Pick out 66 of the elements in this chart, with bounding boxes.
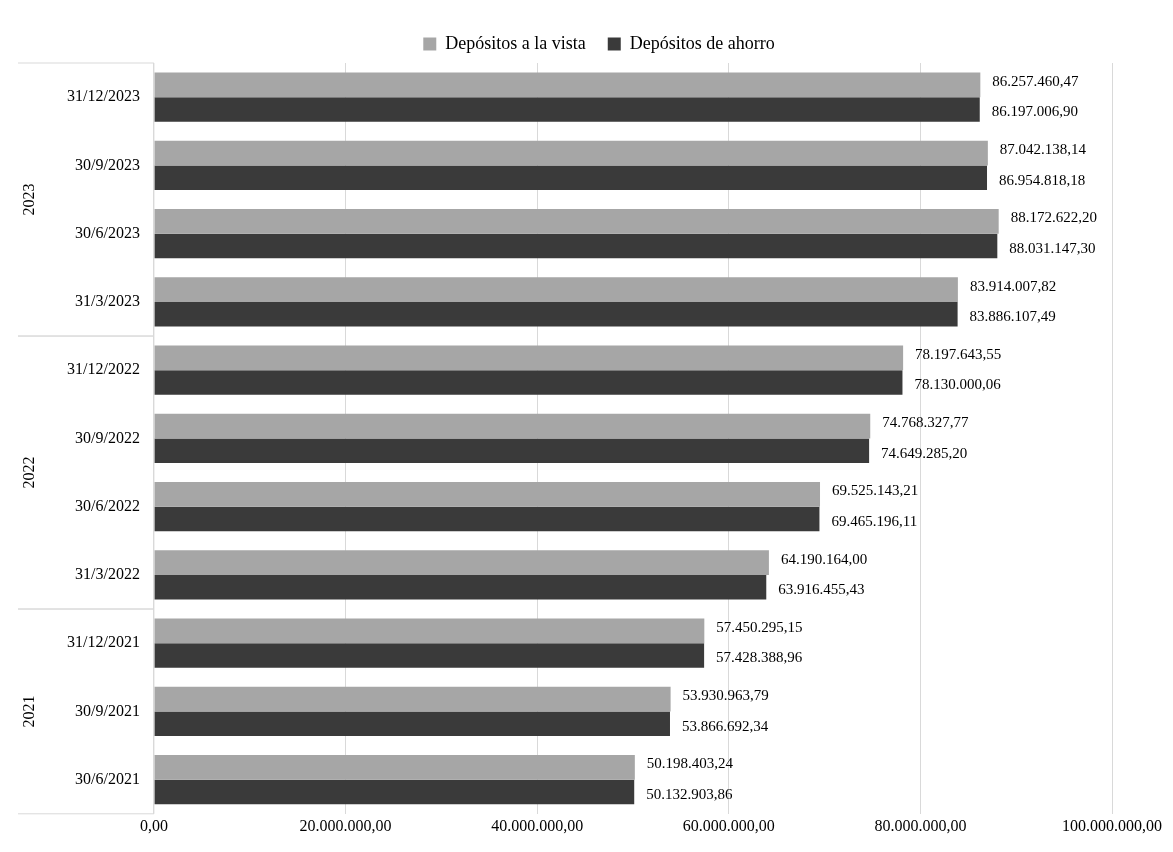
data-label: 87.042.138,14 bbox=[999, 141, 1087, 158]
bar bbox=[154, 643, 705, 668]
bar bbox=[154, 345, 904, 371]
data-label: 69.525.143,21 bbox=[832, 482, 919, 499]
bar bbox=[154, 97, 980, 122]
y-tick-label: 31/12/2023 bbox=[67, 87, 140, 105]
bar bbox=[154, 277, 958, 302]
bar bbox=[154, 438, 870, 463]
data-label: 53.930.963,79 bbox=[682, 687, 769, 704]
data-label: 50.198.403,24 bbox=[646, 755, 734, 772]
bar bbox=[154, 165, 988, 190]
data-label: 57.450.295,15 bbox=[716, 618, 803, 635]
bar bbox=[154, 209, 999, 234]
legend-label: Depósitos de ahorro bbox=[629, 32, 775, 53]
bar bbox=[154, 482, 821, 507]
y-tick-label: 30/9/2022 bbox=[75, 428, 140, 446]
data-label: 78.130.000,06 bbox=[914, 376, 1002, 393]
text: 2021 bbox=[20, 695, 38, 728]
text: 2022 bbox=[20, 456, 38, 489]
data-label: 83.914.007,82 bbox=[969, 277, 1057, 294]
data-label: 86.954.818,18 bbox=[999, 171, 1086, 188]
bar bbox=[154, 711, 670, 736]
bar bbox=[154, 233, 998, 259]
bar bbox=[154, 779, 635, 805]
data-label: 50.132.903,86 bbox=[646, 785, 733, 802]
y-tick-label: 31/3/2023 bbox=[75, 292, 140, 310]
y-tick-label: 30/9/2021 bbox=[75, 701, 140, 719]
bar bbox=[154, 506, 820, 532]
data-label: 53.866.692,34 bbox=[681, 717, 769, 734]
x-tick-label: 80.000.000,00 bbox=[874, 816, 967, 834]
y-tick-label: 30/6/2023 bbox=[75, 223, 140, 241]
data-label: 64.190.164,00 bbox=[780, 550, 868, 567]
bar bbox=[154, 618, 705, 644]
data-label: 78.197.643,55 bbox=[915, 345, 1002, 362]
y-tick-label: 30/6/2022 bbox=[75, 496, 140, 514]
bar bbox=[154, 413, 871, 439]
bar bbox=[154, 550, 769, 575]
x-tick-label: 40.000.000,00 bbox=[491, 816, 584, 834]
bar bbox=[154, 72, 981, 98]
bar bbox=[154, 686, 671, 712]
data-label: 88.172.622,20 bbox=[1010, 209, 1097, 226]
data-label: 57.428.388,96 bbox=[716, 649, 803, 666]
data-label: 63.916.455,43 bbox=[778, 581, 865, 598]
x-tick-label: 20.000.000,00 bbox=[299, 816, 392, 834]
y-tick-label: 30/9/2023 bbox=[75, 155, 140, 173]
data-label: 88.031.147,30 bbox=[1009, 239, 1096, 256]
bar bbox=[154, 574, 767, 600]
data-label: 86.257.460,47 bbox=[992, 72, 1080, 89]
x-tick-label: 100.000.000,00 bbox=[1062, 816, 1162, 834]
x-tick-label: 60.000.000,00 bbox=[682, 816, 775, 834]
y-tick-label: 31/12/2021 bbox=[67, 633, 140, 651]
y-tick-label: 31/12/2022 bbox=[67, 360, 140, 378]
bar bbox=[154, 301, 958, 327]
y-tick-label: 30/6/2021 bbox=[75, 769, 140, 787]
bar bbox=[154, 755, 635, 780]
data-label: 86.197.006,90 bbox=[991, 103, 1078, 120]
data-label: 83.886.107,49 bbox=[969, 308, 1056, 325]
data-label: 74.768.327,77 bbox=[882, 414, 969, 431]
data-label: 74.649.285,20 bbox=[881, 444, 968, 461]
text: 2023 bbox=[20, 183, 38, 216]
y-tick-label: 31/3/2022 bbox=[75, 565, 140, 583]
x-tick-label: 0,00 bbox=[139, 816, 168, 834]
bar bbox=[154, 370, 903, 395]
data-label: 69.465.196,11 bbox=[831, 512, 918, 529]
bar bbox=[154, 140, 988, 166]
legend-label: Depósitos a la vista bbox=[445, 32, 586, 53]
